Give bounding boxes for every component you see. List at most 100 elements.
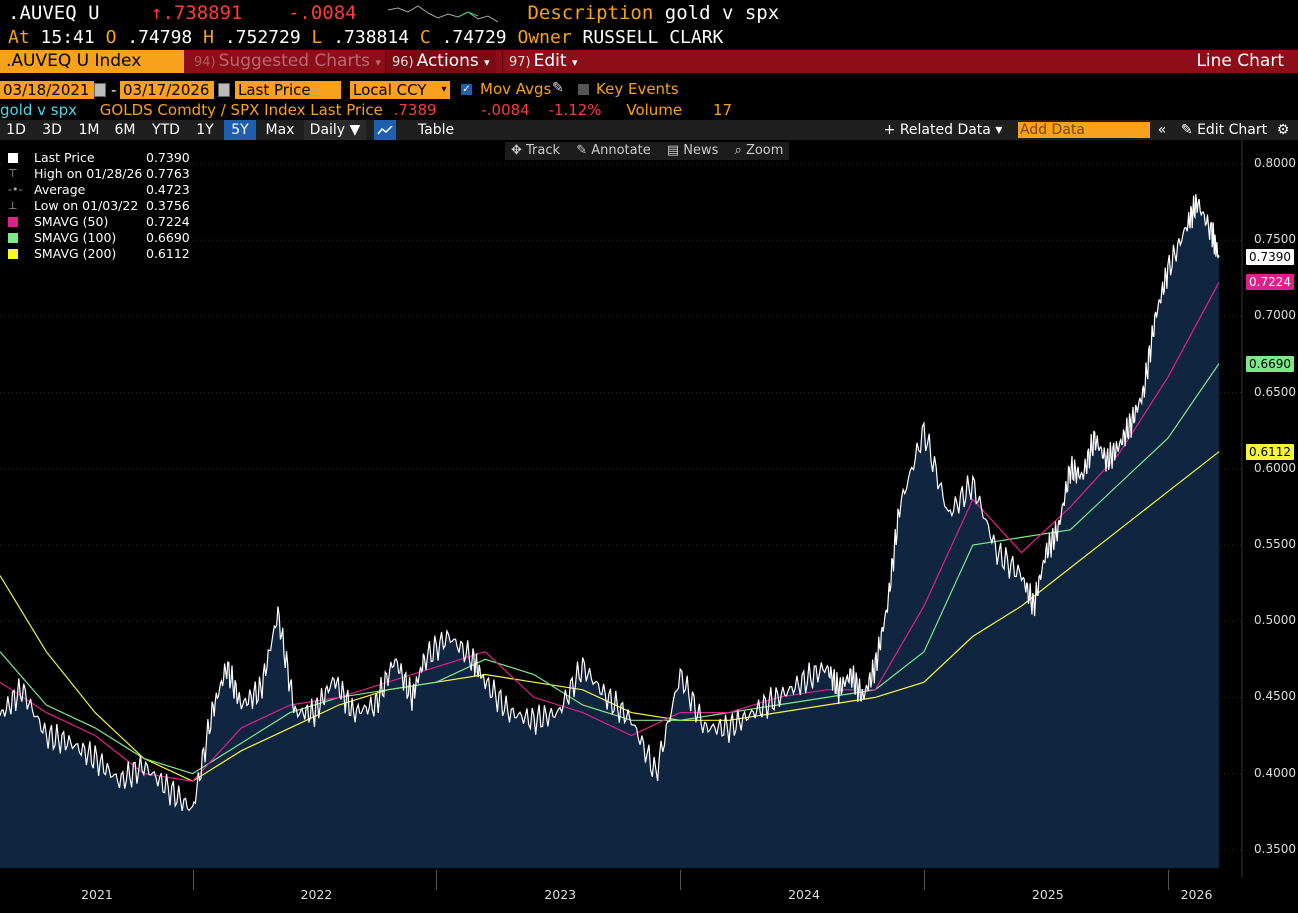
legend-item: SMAVG (200) 0.6112 xyxy=(4,246,190,262)
function-bar: .AUVEQ U Index 94) Suggested Charts ▾ 96)… xyxy=(0,50,1298,73)
volume-value: 17 xyxy=(712,101,733,119)
description-label: Description xyxy=(527,2,654,24)
annotate-tool[interactable]: ✎ Annotate xyxy=(576,143,651,158)
last-price: ↑.738891 xyxy=(150,2,243,24)
legend-value: 0.4723 xyxy=(146,182,190,197)
price-chart[interactable] xyxy=(0,140,1298,880)
actions-menu[interactable]: 96) Actions ▾ xyxy=(385,50,496,73)
end-date-input[interactable]: 03/17/2026 xyxy=(120,81,214,99)
y-tick-label: 0.8000 xyxy=(1254,156,1296,170)
owner-value: RUSSELL CLARK xyxy=(582,27,724,48)
last-price-badge: 0.7390 xyxy=(1246,248,1294,265)
legend-value: 0.3756 xyxy=(146,198,190,213)
start-date-input[interactable]: 03/18/2021 xyxy=(0,81,94,99)
security-field[interactable]: .AUVEQ U Index xyxy=(0,50,184,73)
mov-avgs-checkbox[interactable]: ✓ xyxy=(461,84,472,95)
legend-label: SMAVG (50) xyxy=(34,214,109,229)
x-tick-label: 2024 xyxy=(788,887,820,902)
high-label: H xyxy=(203,27,214,48)
legend-item: Last Price 0.7390 xyxy=(4,150,190,166)
owner-label: Owner xyxy=(517,27,572,48)
gear-icon[interactable]: ⚙ xyxy=(1276,122,1290,138)
average-marker-icon: -•- xyxy=(8,183,23,196)
legend-swatch xyxy=(8,249,18,259)
line-chart-icon[interactable] xyxy=(374,120,396,140)
x-tick-label: 2026 xyxy=(1180,887,1213,902)
chevron-down-icon: ▾ xyxy=(375,56,381,69)
high-value: .752729 xyxy=(224,27,301,48)
x-tick-label: 2021 xyxy=(81,887,113,902)
series-info-row: gold v spx GOLDS Comdty / SPX Index Last… xyxy=(0,101,732,119)
last-price-line xyxy=(0,194,1220,812)
volume-label: Volume xyxy=(626,101,683,119)
collapse-icon[interactable]: « xyxy=(1157,122,1167,138)
suggested-charts-menu[interactable]: 94) Suggested Charts ▾ xyxy=(188,50,387,73)
quote-row: .AUVEQ U ↑.738891 -.0084 Description gol… xyxy=(8,2,779,24)
key-events-label: Key Events xyxy=(596,80,679,98)
edit-chart-button[interactable]: ✎ Edit Chart xyxy=(1176,120,1272,140)
low-marker-icon: ⊥ xyxy=(8,199,18,212)
legend-label: Low on 01/03/22 xyxy=(34,198,139,213)
y-tick-label: 0.5500 xyxy=(1254,537,1296,551)
chevron-down-icon[interactable]: ▾ xyxy=(438,81,450,99)
close-value: .74729 xyxy=(441,27,507,48)
range-max-button[interactable]: Max xyxy=(265,122,295,138)
legend-swatch xyxy=(8,217,18,227)
range-1y-button[interactable]: 1Y xyxy=(196,122,214,138)
sma50-badge: 0.7224 xyxy=(1246,274,1294,291)
price-change: -.0084 xyxy=(287,2,357,24)
y-tick-label: 0.6000 xyxy=(1254,460,1296,475)
range-ytd-button[interactable]: YTD xyxy=(152,122,180,138)
series-name: gold v spx xyxy=(0,101,78,119)
calendar-icon[interactable] xyxy=(94,83,106,97)
legend-swatch xyxy=(8,233,18,243)
price-area-fill xyxy=(0,194,1219,869)
low-label: L xyxy=(311,27,323,48)
ticker: .AUVEQ U xyxy=(8,2,100,24)
range-1m-button[interactable]: 1M xyxy=(78,122,100,138)
range-5y-button[interactable]: 5Y xyxy=(224,120,256,140)
range-1d-button[interactable]: 1D xyxy=(6,122,26,138)
x-axis xyxy=(0,878,1298,913)
chart-legend: Last Price 0.7390 ⊤ High on 01/28/26 0.7763… xyxy=(4,150,190,262)
range-3d-button[interactable]: 3D xyxy=(42,122,62,138)
key-events-checkbox[interactable] xyxy=(578,84,589,95)
sma100-badge: 0.6690 xyxy=(1246,355,1294,372)
close-label: C xyxy=(419,27,431,48)
range-6m-button[interactable]: 6M xyxy=(114,122,136,138)
related-data-menu[interactable]: + Related Data ▾ xyxy=(883,122,1003,138)
calendar-icon[interactable] xyxy=(218,83,230,97)
x-tick-label: 2023 xyxy=(544,887,577,902)
track-tool[interactable]: ✥ Track xyxy=(511,143,561,158)
pencil-icon: ✎ xyxy=(1180,122,1198,138)
pencil-icon[interactable]: ✎ xyxy=(552,80,564,96)
add-data-input[interactable]: Add Data xyxy=(1018,122,1150,138)
currency-select[interactable]: Local CCY xyxy=(350,81,438,99)
y-tick-label: 0.3500 xyxy=(1254,841,1296,856)
chart-type-label: Line Chart xyxy=(1196,51,1284,71)
y-tick-label: 0.5000 xyxy=(1254,613,1296,628)
high-marker-icon: ⊤ xyxy=(8,167,18,180)
period-select[interactable]: Daily ▼ xyxy=(304,120,366,140)
zoom-tool[interactable]: ⌕ Zoom xyxy=(734,143,784,158)
news-tool[interactable]: ▤ News xyxy=(666,143,719,158)
x-tick-label: 2025 xyxy=(1031,887,1064,902)
edit-menu[interactable]: 97) Edit ▾ xyxy=(502,50,583,73)
suggested-num: 94) xyxy=(194,55,216,70)
legend-value: 0.7763 xyxy=(146,166,190,181)
legend-item: ⊤ High on 01/28/26 0.7763 xyxy=(4,166,190,182)
table-button[interactable]: Table xyxy=(417,122,455,138)
legend-value: 0.6690 xyxy=(146,230,190,245)
x-tick-separator xyxy=(436,870,438,890)
sma100-line xyxy=(0,363,1220,775)
field-select[interactable]: Last Price xyxy=(235,81,341,99)
mov-avgs-label: Mov Avgs xyxy=(480,80,552,98)
date-separator: - xyxy=(111,81,117,99)
x-tick-separator xyxy=(1167,870,1169,890)
legend-label: Average xyxy=(34,182,86,197)
open-label: O xyxy=(105,27,117,48)
at-label: At xyxy=(8,27,30,48)
series-price: .7389 xyxy=(393,101,437,119)
low-value: .738814 xyxy=(333,27,410,48)
legend-label: SMAVG (200) xyxy=(34,246,117,261)
